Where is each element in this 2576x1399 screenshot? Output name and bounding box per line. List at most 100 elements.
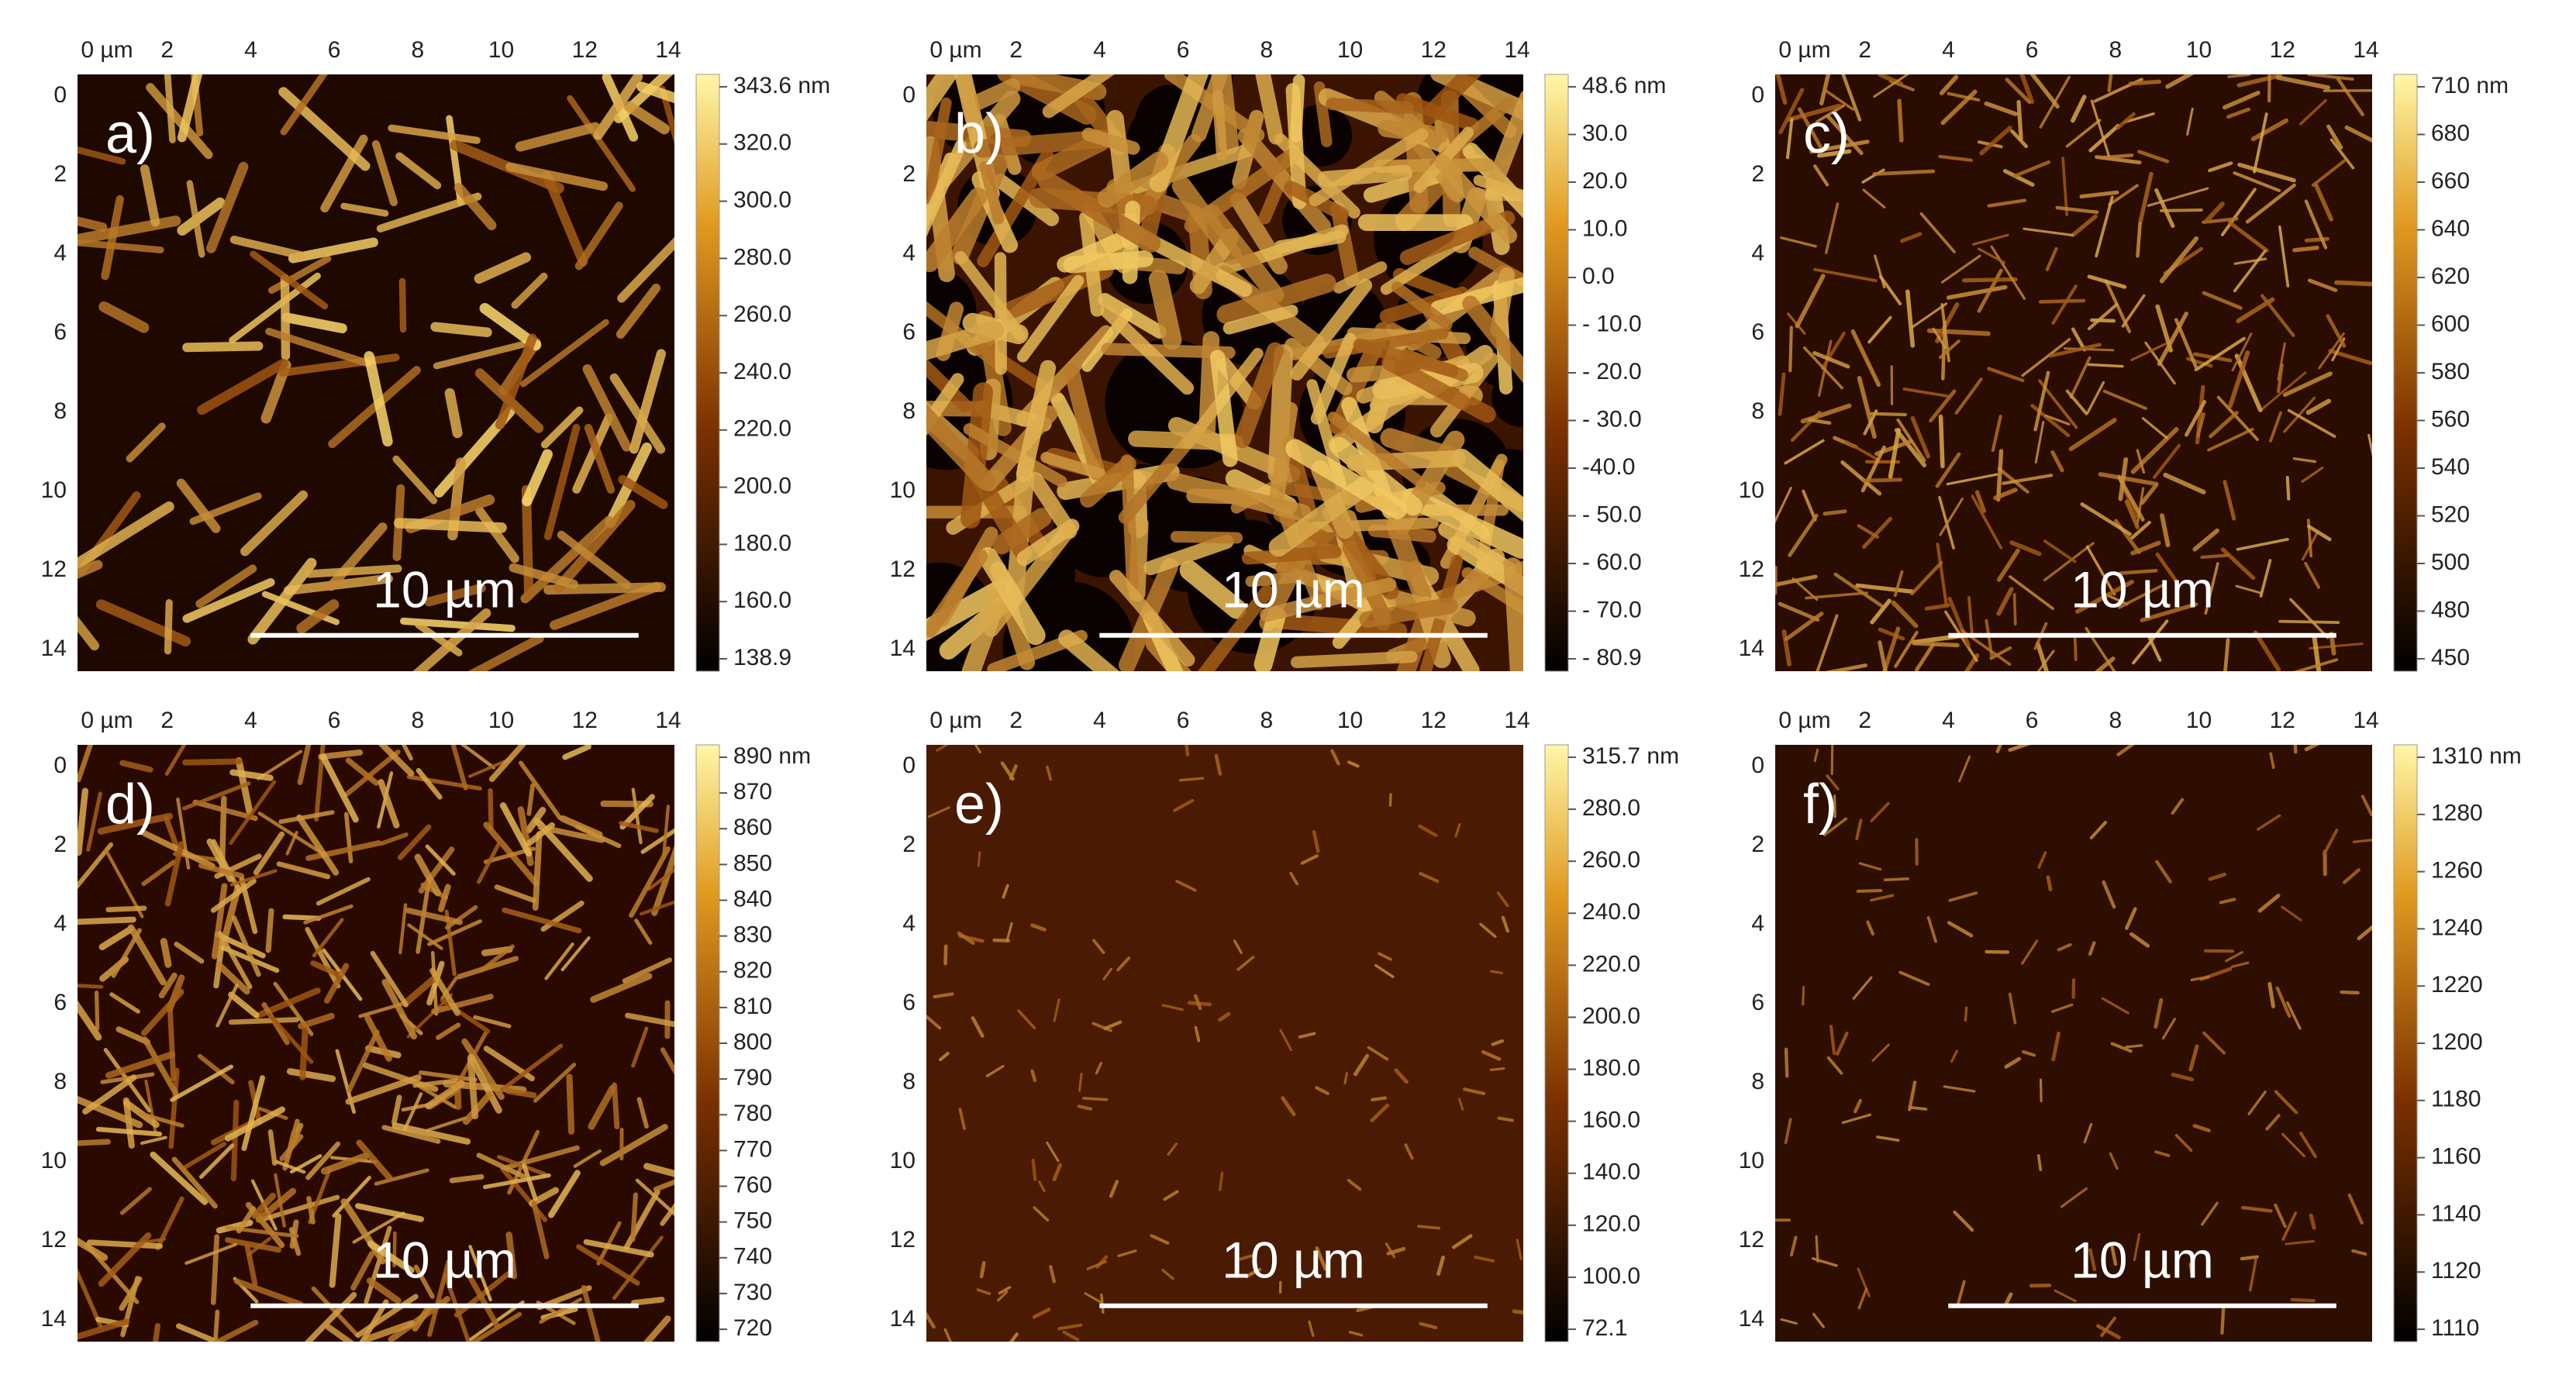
fibre xyxy=(2075,579,2134,614)
fibre xyxy=(1878,274,1902,305)
fibre xyxy=(2326,124,2343,150)
fibre xyxy=(244,1243,258,1287)
colorbar-tick-label: 220.0 xyxy=(733,416,791,442)
fibre xyxy=(2043,539,2077,563)
fibre xyxy=(2125,1044,2143,1049)
colorbar-tick-label: 1110 xyxy=(2431,1315,2479,1341)
fibre xyxy=(1993,488,2018,501)
x-tick-label: 4 xyxy=(244,708,257,733)
colorbar-tick-label: 560 xyxy=(2431,406,2470,432)
y-tick-label: 8 xyxy=(902,1069,916,1094)
scale-bar-label: 10 µm xyxy=(373,560,516,618)
fibre xyxy=(265,327,372,367)
fibre xyxy=(444,388,463,439)
fibre xyxy=(926,74,959,122)
fibre xyxy=(303,904,353,925)
fibre xyxy=(280,274,291,360)
fibre xyxy=(216,983,239,1028)
fibre xyxy=(318,749,364,760)
fibre xyxy=(2336,77,2365,117)
x-tick-label: 10 xyxy=(2186,708,2212,733)
fibre xyxy=(140,988,184,1036)
fibre xyxy=(1163,1190,1179,1201)
fibre xyxy=(276,861,331,880)
fibre xyxy=(2048,343,2102,358)
colorbar xyxy=(695,744,720,1342)
fibre xyxy=(140,164,160,227)
colorbar-tick-label: - 30.0 xyxy=(1582,406,1642,432)
fibre xyxy=(184,1142,226,1169)
fibre xyxy=(1347,760,1360,768)
fibre xyxy=(1781,629,1791,667)
fibre xyxy=(1897,98,1904,143)
colorbar-tick-label: 480 xyxy=(2431,597,2470,622)
fibre xyxy=(557,530,632,589)
fibre xyxy=(168,1067,180,1149)
fibre xyxy=(1346,450,1467,472)
fibre xyxy=(1784,1047,1789,1078)
fibre xyxy=(1940,254,1981,284)
fibre xyxy=(617,236,674,303)
fibre xyxy=(1910,560,1943,596)
fibre xyxy=(2128,79,2162,86)
fibre xyxy=(406,774,482,791)
fibre xyxy=(1326,98,1415,114)
fibre xyxy=(255,1187,297,1223)
fibre xyxy=(1862,188,1886,209)
fibre xyxy=(1178,777,1205,782)
fibre xyxy=(1780,1318,1798,1325)
fibre xyxy=(1813,267,1878,283)
fibre xyxy=(1348,1330,1364,1337)
fibre xyxy=(1857,524,1880,539)
fibre xyxy=(82,1074,137,1115)
fibre xyxy=(1317,164,1413,188)
fibre xyxy=(142,1036,179,1096)
y-tick-label: 12 xyxy=(41,556,67,582)
fibre xyxy=(1910,415,1931,459)
fibre xyxy=(2008,745,2031,753)
fibre xyxy=(1290,278,1373,381)
y-tick-label: 2 xyxy=(53,832,67,857)
fibre xyxy=(2260,371,2307,411)
fibre xyxy=(2108,184,2139,207)
fibre xyxy=(1009,1332,1019,1342)
fibre xyxy=(1833,572,1884,608)
fibre xyxy=(2233,250,2267,293)
x-tick-label: 2 xyxy=(160,37,174,63)
fibre xyxy=(553,499,636,593)
colorbar-tick-label: 520 xyxy=(2431,501,2470,527)
fibre xyxy=(1812,1312,1825,1328)
x-tick-label: 8 xyxy=(1260,708,1274,733)
x-tick-label: 6 xyxy=(2026,708,2039,733)
fibre xyxy=(636,81,674,104)
fibre xyxy=(1802,986,1805,1006)
x-tick-label: 6 xyxy=(2026,37,2039,63)
fibre xyxy=(286,1068,336,1083)
fibre xyxy=(2044,414,2071,426)
fibre xyxy=(1979,126,2012,156)
fibre xyxy=(1491,1039,1505,1046)
colorbar-tick-label: 720 xyxy=(733,1315,772,1341)
fibre xyxy=(1977,247,2006,264)
fibre xyxy=(1938,154,1973,162)
y-tick-label: 2 xyxy=(902,161,916,187)
fibre xyxy=(927,806,950,818)
fibre xyxy=(467,634,544,671)
fibre xyxy=(1971,494,2003,550)
fibre xyxy=(1479,922,1497,939)
fibre xyxy=(1784,439,1825,465)
fibre xyxy=(1935,452,1961,488)
fibre xyxy=(983,522,1076,637)
fibre xyxy=(1990,245,2026,300)
x-tick-label: 12 xyxy=(2270,37,2295,63)
fibre xyxy=(280,74,328,136)
fibre xyxy=(2367,433,2372,457)
x-tick-label: 0 µm xyxy=(929,708,981,733)
fibre xyxy=(1816,149,1852,158)
fibre xyxy=(171,1156,218,1209)
fibre xyxy=(2137,150,2170,164)
colorbar-tick-label: 1280 xyxy=(2431,801,2483,826)
fibre xyxy=(1378,952,1392,961)
fibre xyxy=(1789,1235,1798,1257)
fibre xyxy=(247,557,317,645)
